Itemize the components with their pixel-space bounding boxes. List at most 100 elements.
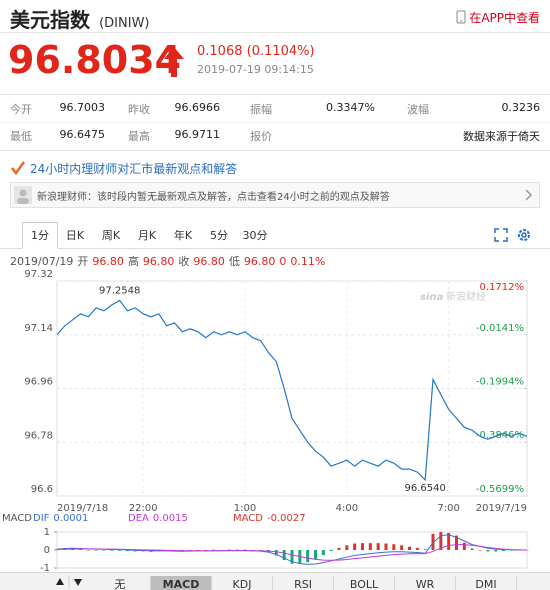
change: 0.1068 (0.1104%) <box>197 44 315 59</box>
info-change: 0 <box>279 255 287 268</box>
macd-bar <box>368 543 372 550</box>
indicator-bar: 无 MACD KDJ RSI BOLL WR DMI <box>0 572 550 590</box>
macd-bar <box>408 546 411 550</box>
chart-tab[interactable]: 年K <box>173 229 193 242</box>
stats: 今开 96.7003 昨收 96.6966 振幅 0.3347% 波幅 0.3236 最低 96.… <box>0 96 550 150</box>
x-tick-label: 1:00 <box>234 503 256 514</box>
indicator-tab[interactable]: KDJ <box>212 576 273 590</box>
indicator-tab[interactable]: RSI <box>273 576 334 590</box>
news-title-text: 24小时内理财师对汇市最新观点和解答 <box>30 162 238 176</box>
stat-value: 96.9711 <box>174 128 221 141</box>
info-value: 96.80 <box>92 255 124 268</box>
chart-tab[interactable]: 周K <box>101 229 121 242</box>
y-tick-label: 1 <box>44 527 50 538</box>
stat-value: 96.6966 <box>174 101 221 114</box>
macd-bar <box>126 550 129 552</box>
indicator-tab[interactable]: WR <box>395 576 456 590</box>
macd-bar <box>392 544 396 550</box>
info-value: 96.80 <box>142 255 175 268</box>
divider <box>0 94 550 95</box>
macd-bar <box>282 550 286 561</box>
chart-tab[interactable]: 月K <box>137 229 157 242</box>
indicator-tab[interactable]: BOLL <box>334 576 395 590</box>
macd-bar <box>314 550 317 560</box>
macd-bar <box>94 550 98 551</box>
macd-bar <box>478 550 482 551</box>
macd-bar <box>353 543 357 550</box>
macd-bar <box>306 550 310 563</box>
macd-bar <box>337 547 341 550</box>
price: 96.8034 <box>8 38 182 82</box>
watermark-logo: sina <box>420 292 443 303</box>
x-tick-label: 22:00 <box>129 503 158 514</box>
fullscreen-icon[interactable] <box>494 228 508 242</box>
news-message: 新浪理财师：该时段内暂无最新观点及解答，点击查看24小时之前的观点及解答 <box>37 192 390 203</box>
indicator-tab[interactable]: 无 <box>90 576 151 590</box>
stat-label: 今开 <box>10 103 32 116</box>
indicator-tab[interactable]: MACD <box>151 576 212 590</box>
value-label: 96.6540 <box>404 483 445 494</box>
y2-tick-label: 0.1712% <box>480 282 525 293</box>
app-link-text: 在APP中查看 <box>469 11 540 25</box>
info-line: 2019/07/19 开 96.80 高 96.80 收 96.80 低 96.80 0 0.11% <box>10 250 329 269</box>
x-tick-label: 7:00 <box>437 503 459 514</box>
macd-bar <box>79 549 82 550</box>
up-arrow <box>164 47 184 77</box>
stat-label: 振幅 <box>250 103 272 116</box>
macd-bar <box>118 550 122 551</box>
stat-label: 最高 <box>128 130 150 143</box>
chart-tab[interactable]: 30分 <box>242 229 268 242</box>
info-label: 收 <box>178 255 190 268</box>
legend-value: -0.0027 <box>267 513 306 524</box>
chevron <box>525 189 533 201</box>
info-date: 2019/07/19 <box>10 255 74 268</box>
macd-bar <box>290 550 294 564</box>
macd-bar <box>204 550 208 551</box>
y-tick-label: 96.78 <box>24 430 53 441</box>
y-tick-label: 97.14 <box>24 323 53 334</box>
legend-entry: MACD -0.0027 <box>233 513 306 524</box>
stat-label: 报价 <box>250 130 272 143</box>
macd-bar <box>470 548 474 550</box>
macd-bar <box>376 543 380 550</box>
y2-tick-label: -0.1994% <box>476 377 524 388</box>
stat-value: 96.6475 <box>59 128 106 141</box>
macd-bar <box>274 550 278 556</box>
macd-bar <box>196 550 200 551</box>
chart-tab[interactable]: 5分 <box>210 229 228 242</box>
stat-label: 最低 <box>10 130 32 143</box>
stat-value: 数据来源于倚天 <box>463 130 540 143</box>
macd-bar <box>227 549 231 551</box>
news-title[interactable]: 24小时内理财师对汇市最新观点和解答 <box>10 160 237 177</box>
indicator-line <box>56 544 528 561</box>
macd-bar <box>329 550 333 552</box>
legend-name: DEA <box>128 513 149 524</box>
chart-tab[interactable]: 日K <box>65 229 85 242</box>
legend-name: MACD <box>233 513 263 524</box>
macd-bar <box>455 535 458 550</box>
settings-icon[interactable] <box>516 227 532 243</box>
phone-icon <box>456 10 466 24</box>
macd-bar <box>243 549 247 551</box>
macd-bar <box>494 550 498 552</box>
indicator-tab[interactable]: DMI <box>456 576 517 590</box>
chart-tab[interactable]: 1分 <box>22 222 58 249</box>
y-tick-label: 96.96 <box>24 377 53 388</box>
legend-value: 0.0015 <box>153 513 188 524</box>
macd-bar <box>486 550 490 552</box>
stat-value: 96.7003 <box>59 101 106 114</box>
x-tick-label: 2019/7/18 <box>57 503 108 514</box>
time: 2019-07-19 09:14:15 <box>197 63 314 76</box>
x-tick-label: 2019/7/19 <box>476 503 527 514</box>
macd-bar <box>321 550 325 556</box>
macd-bar <box>502 550 505 552</box>
news-box[interactable]: 新浪理财师：该时段内暂无最新观点及解答，点击查看24小时之前的观点及解答 <box>10 182 540 208</box>
macd-bar <box>86 550 90 551</box>
y-tick-label: -1 <box>40 563 50 572</box>
app-link[interactable]: 在APP中查看 <box>456 9 540 26</box>
macd-bar <box>431 533 435 550</box>
macd-bar <box>102 550 106 551</box>
scroll-buttons[interactable] <box>52 575 88 589</box>
